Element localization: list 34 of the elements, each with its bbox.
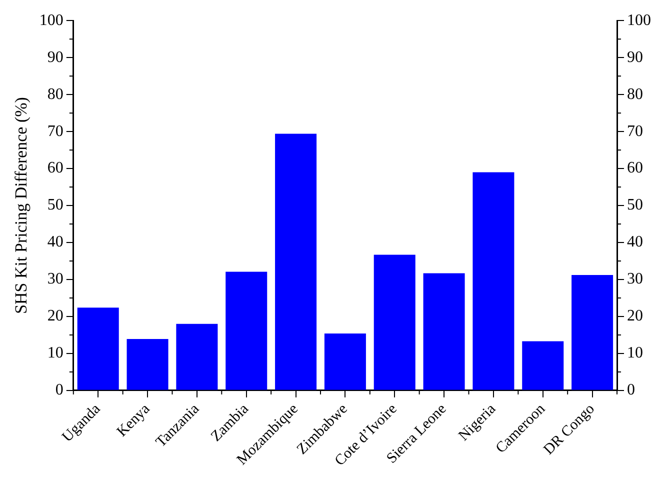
- bar: [472, 172, 514, 390]
- y2-tick-label: 50: [627, 196, 643, 214]
- y2-tick-label: 70: [627, 122, 643, 140]
- y-tick-label: 40: [47, 234, 64, 251]
- bar: [226, 272, 268, 390]
- y-tick-label: 30: [47, 270, 64, 288]
- y2-tick-label: 0: [627, 382, 635, 399]
- y2-tick-label: 40: [627, 234, 643, 251]
- y2-tick-label: 80: [627, 86, 643, 103]
- y2-tick-label: 20: [627, 308, 643, 325]
- bar: [374, 254, 416, 390]
- bar: [176, 324, 218, 390]
- y-tick-label: 90: [47, 48, 64, 66]
- y-tick-label: 60: [47, 160, 64, 177]
- bar: [324, 333, 366, 390]
- y-tick-label: 10: [47, 344, 64, 362]
- y-tick-label: 0: [55, 382, 64, 399]
- y-axis-title: SHS Kit Pricing Difference (%): [12, 97, 31, 314]
- bar: [275, 134, 317, 390]
- y-tick-label: 100: [39, 12, 64, 29]
- y-tick-label: 70: [47, 122, 64, 140]
- y2-tick-label: 30: [627, 270, 643, 288]
- y-tick-label: 80: [47, 86, 64, 103]
- y2-tick-label: 60: [627, 160, 643, 177]
- y-tick-label: 20: [47, 308, 64, 325]
- y2-tick-label: 90: [627, 48, 643, 66]
- bar: [572, 275, 614, 390]
- bar: [77, 308, 119, 390]
- y2-tick-label: 10: [627, 344, 643, 362]
- y2-tick-label: 100: [627, 12, 651, 29]
- bar: [522, 341, 564, 390]
- bar: [423, 273, 465, 390]
- bar: [126, 339, 168, 390]
- y-tick-label: 50: [47, 196, 64, 214]
